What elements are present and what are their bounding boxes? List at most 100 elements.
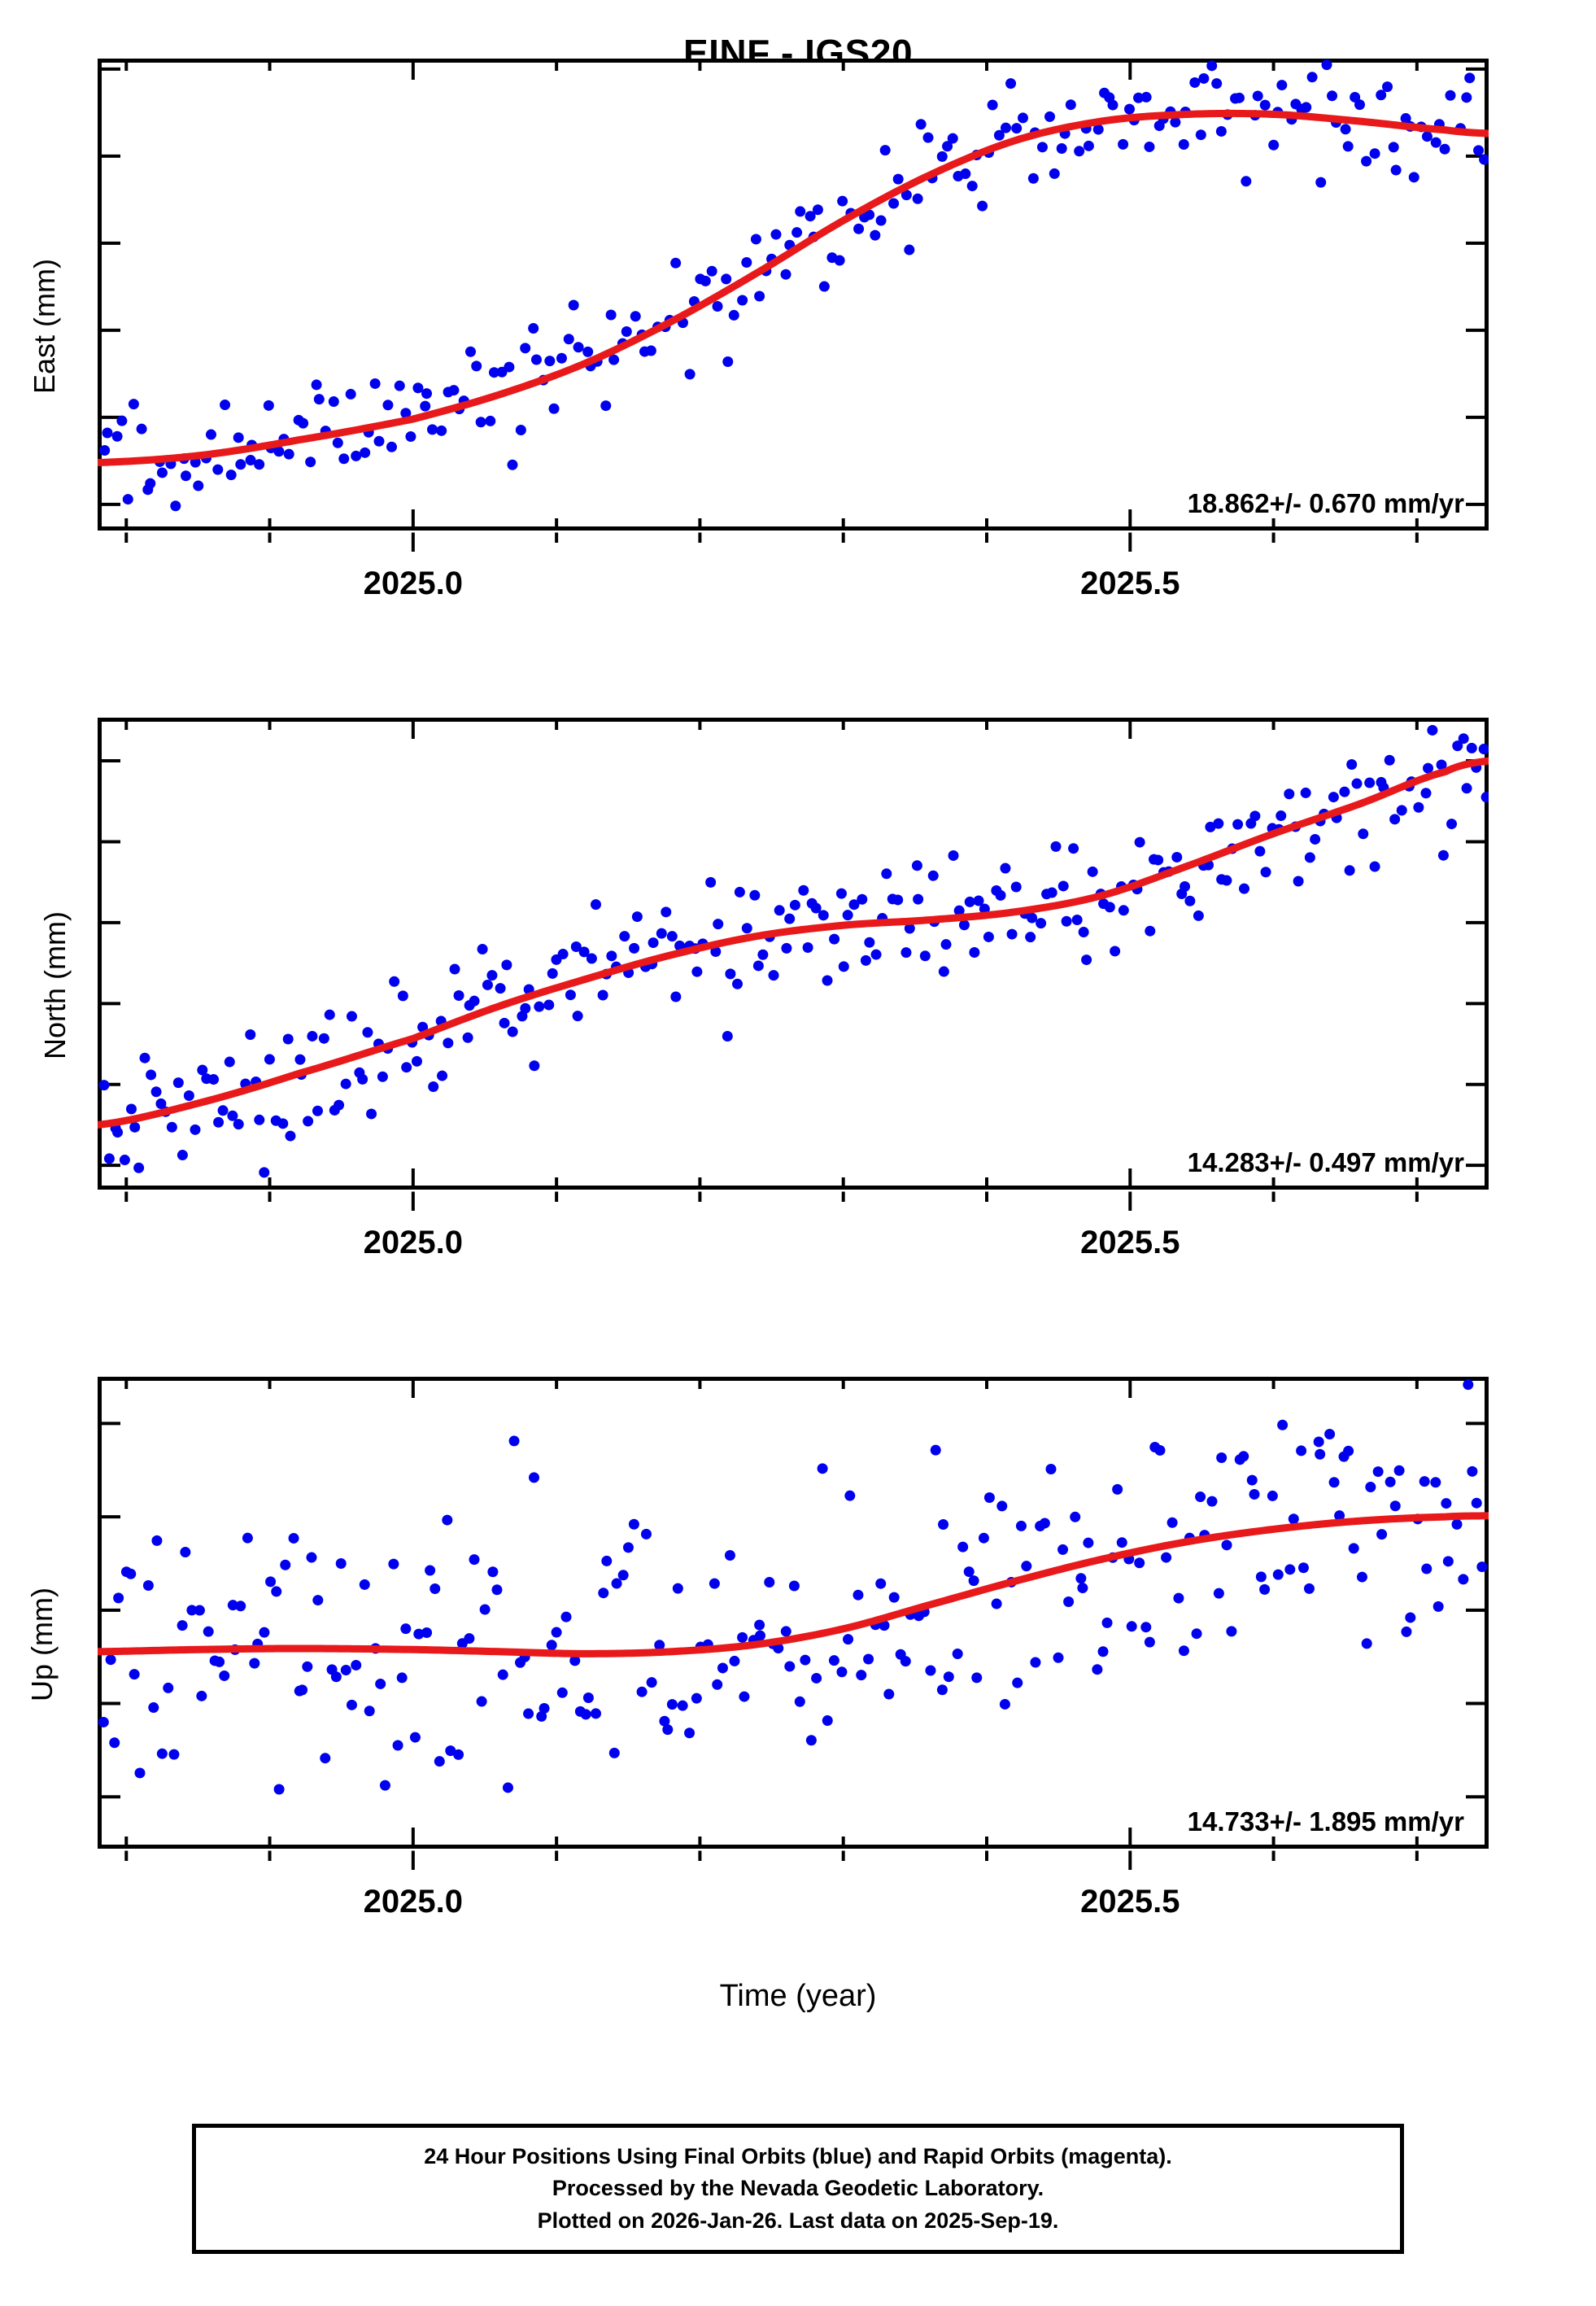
data-point: [1300, 787, 1311, 798]
data-point: [364, 1705, 375, 1717]
data-point: [1166, 1517, 1178, 1528]
data-point: [242, 1532, 253, 1544]
data-point: [729, 1655, 740, 1666]
data-point: [1321, 59, 1332, 71]
data-point: [1000, 863, 1011, 874]
data-point: [366, 1108, 377, 1120]
data-point: [491, 1584, 503, 1596]
data-point: [900, 947, 912, 959]
data-point: [297, 1684, 308, 1696]
trend-line: [98, 757, 1489, 1129]
data-point: [601, 1555, 613, 1566]
data-point: [254, 1114, 265, 1125]
data-point: [116, 415, 128, 426]
data-point: [430, 1583, 441, 1595]
data-point: [892, 173, 904, 185]
data-point: [1116, 1537, 1127, 1548]
data-point: [1396, 805, 1407, 816]
data-point: [515, 424, 526, 435]
data-point: [227, 1110, 238, 1121]
data-point: [572, 1011, 583, 1022]
data-point: [443, 1037, 454, 1049]
data-point: [1408, 172, 1419, 183]
data-point: [442, 1514, 453, 1526]
data-point: [794, 1696, 805, 1707]
data-point: [1445, 90, 1456, 101]
data-point: [737, 1631, 748, 1643]
data-point: [146, 1069, 157, 1081]
data-point: [1074, 146, 1085, 157]
data-point: [520, 1002, 531, 1014]
data-point: [464, 1633, 475, 1644]
data-point: [280, 1559, 291, 1570]
data-point: [105, 1654, 116, 1666]
data-point: [213, 1116, 225, 1128]
data-point: [400, 408, 412, 419]
y-axis-label-up: Up (mm): [25, 1588, 59, 1701]
data-point: [930, 1444, 941, 1456]
data-point: [968, 1575, 979, 1587]
data-point: [1405, 1612, 1416, 1623]
data-point: [1195, 1491, 1206, 1503]
data-point: [1057, 1544, 1069, 1555]
data-point: [1092, 1664, 1103, 1675]
data-point: [1015, 1520, 1027, 1531]
data-point: [911, 860, 922, 871]
data-point: [462, 1032, 473, 1043]
data-point: [156, 1748, 168, 1759]
data-point: [1361, 1638, 1372, 1649]
data-point: [1104, 902, 1115, 913]
data-point: [375, 1678, 386, 1689]
data-point: [112, 1127, 124, 1138]
y-axis-label-north: North (mm): [38, 911, 72, 1059]
data-point: [795, 206, 806, 217]
data-point: [684, 369, 696, 380]
data-point: [488, 367, 499, 378]
data-point: [822, 975, 833, 986]
data-point: [677, 1700, 688, 1711]
data-point: [1354, 99, 1365, 111]
data-point: [311, 379, 322, 391]
data-point: [1063, 1596, 1075, 1607]
data-point: [754, 1630, 765, 1641]
data-point: [168, 1749, 180, 1760]
data-point: [548, 403, 560, 414]
data-point: [706, 265, 717, 277]
data-point: [712, 1679, 723, 1690]
data-point: [1267, 1490, 1278, 1501]
data-point: [606, 950, 617, 962]
data-point: [636, 1686, 648, 1697]
data-point: [534, 1001, 545, 1012]
data-point: [1451, 1518, 1463, 1530]
data-point: [1191, 1628, 1202, 1640]
data-point: [396, 1672, 408, 1684]
data-point: [122, 494, 133, 505]
data-point: [1193, 910, 1204, 921]
data-point: [764, 1576, 775, 1588]
data-point: [1351, 778, 1363, 789]
data-point: [302, 1661, 313, 1672]
data-point: [1249, 1488, 1260, 1500]
data-point: [710, 946, 722, 957]
legend-line-1: 24 Hour Positions Using Final Orbits (bl…: [424, 2144, 1172, 2169]
data-point: [111, 430, 123, 442]
data-point: [969, 947, 980, 959]
data-point: [605, 309, 617, 321]
data-point: [953, 905, 965, 916]
data-point: [373, 435, 385, 447]
data-point: [608, 1747, 620, 1758]
data-point: [405, 431, 416, 443]
data-point: [1070, 1511, 1081, 1522]
data-point: [1389, 814, 1401, 825]
data-point: [163, 1682, 174, 1693]
data-point: [888, 198, 900, 209]
data-point: [1458, 733, 1469, 745]
data-point: [328, 396, 339, 408]
data-point: [1189, 76, 1201, 88]
data-point: [573, 342, 584, 353]
data-point: [600, 400, 612, 412]
data-point: [1049, 168, 1060, 179]
data-point: [991, 1598, 1002, 1609]
data-point: [900, 190, 912, 201]
